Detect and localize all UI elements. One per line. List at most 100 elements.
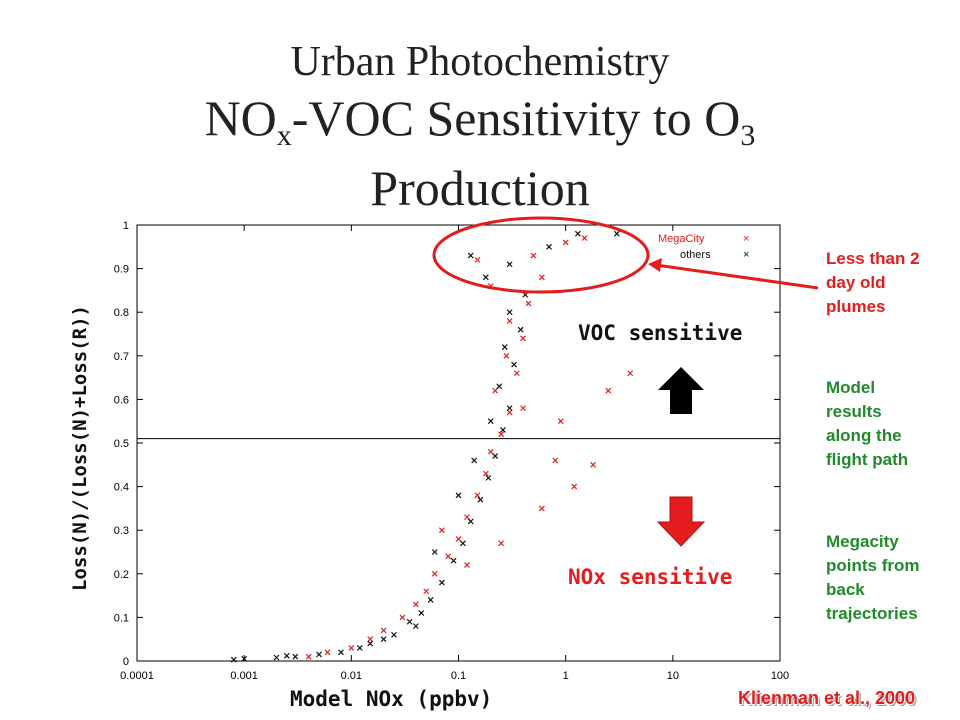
data-point-others	[438, 579, 445, 586]
data-point-megacity	[557, 418, 564, 425]
data-point-megacity	[513, 370, 520, 377]
data-point-others	[501, 344, 508, 351]
data-point-others	[427, 597, 434, 603]
x-tick-label: 1	[563, 670, 569, 682]
callout-arrow-line	[655, 263, 819, 290]
data-point-megacity	[562, 239, 569, 246]
x-axis-label: Model NOx (ppbv)	[290, 687, 492, 711]
highlight-ellipse	[432, 216, 650, 294]
data-point-megacity	[571, 483, 578, 490]
data-point-others	[412, 623, 419, 630]
data-point-others	[356, 644, 363, 651]
note-megacity-line: points from	[826, 556, 920, 575]
data-point-megacity	[538, 505, 545, 512]
data-point-others	[546, 243, 552, 250]
note-model-line: along the	[826, 426, 902, 445]
x-tick-label: 100	[771, 670, 789, 682]
data-point-megacity	[506, 409, 513, 416]
data-point-others	[492, 453, 499, 460]
data-point-others	[496, 383, 503, 390]
data-point-others	[471, 457, 478, 464]
title-sub-3: 3	[740, 119, 756, 152]
y-tick-label: 0	[123, 656, 129, 668]
title-sub-x: x	[276, 119, 292, 152]
data-point-others	[482, 274, 489, 281]
data-point-others	[485, 474, 492, 481]
data-point-megacity	[520, 335, 526, 342]
data-point-megacity	[438, 527, 445, 534]
legend-label-megacity: MegaCity	[658, 233, 705, 245]
data-point-megacity	[380, 627, 387, 634]
note-megacity-line: trajectories	[826, 604, 918, 623]
data-point-megacity	[538, 274, 545, 281]
data-point-others	[487, 418, 494, 425]
y-tick-label: 0.4	[114, 482, 129, 494]
legend: MegaCity × others ×	[658, 233, 749, 261]
data-points	[230, 230, 634, 663]
data-point-others	[455, 492, 462, 499]
data-point-others	[418, 610, 425, 616]
data-point-megacity	[324, 649, 331, 656]
legend-label-others: others	[680, 249, 711, 261]
x-tick-label: 0.1	[451, 670, 466, 682]
data-point-megacity	[464, 562, 470, 569]
y-axis-ticks: 0 0.1 0.2 0.3 0.4 0.5 0.6 0.7 0.8 0.9 1	[114, 220, 780, 668]
data-point-others	[613, 230, 620, 237]
data-point-megacity	[581, 235, 588, 242]
data-point-others	[506, 309, 513, 316]
data-point-megacity	[498, 540, 505, 547]
data-point-others	[467, 518, 474, 525]
x-tick-label: 0.001	[230, 670, 258, 682]
data-point-others	[431, 549, 438, 555]
data-point-megacity	[455, 535, 462, 542]
y-tick-label: 0.3	[114, 525, 129, 537]
x-tick-label: 0.0001	[120, 670, 154, 682]
data-point-others	[380, 636, 387, 643]
data-point-megacity	[503, 352, 510, 359]
data-point-megacity	[627, 370, 634, 377]
data-point-others	[450, 557, 457, 564]
note-plumes-line: day old	[826, 273, 886, 292]
data-point-others	[500, 426, 506, 433]
credit-text: Klienman et al., 2000	[738, 688, 916, 708]
data-point-others	[241, 655, 248, 662]
data-point-others	[460, 540, 466, 547]
title-voc-o: -VOC Sensitivity to O	[291, 90, 741, 146]
legend-marker-megacity: ×	[743, 233, 749, 245]
data-point-megacity	[487, 448, 494, 455]
data-point-megacity	[474, 492, 481, 499]
annotation-voc-sensitive: VOC sensitive	[578, 321, 742, 345]
plot-area	[136, 224, 781, 662]
note-plumes-line: Less than 2	[826, 249, 920, 268]
note-plumes-line: plumes	[826, 297, 886, 316]
data-point-others	[506, 261, 513, 268]
y-tick-label: 0.2	[114, 569, 129, 581]
up-arrow-icon	[658, 367, 704, 414]
y-tick-label: 0.8	[114, 307, 129, 319]
data-point-megacity	[431, 570, 438, 577]
data-point-others	[292, 653, 299, 660]
callout-arrow-head	[648, 258, 662, 272]
note-model-line: results	[826, 402, 882, 421]
data-point-megacity	[482, 470, 489, 477]
data-point-others	[574, 230, 581, 237]
x-axis-ticks: 0.0001 0.001 0.01 0.1 1 10 100	[120, 225, 789, 682]
note-megacity-line: back	[826, 580, 865, 599]
data-point-megacity	[474, 256, 481, 263]
data-point-others	[338, 649, 344, 656]
data-point-others	[467, 252, 474, 259]
data-point-megacity	[423, 588, 430, 595]
title-line-1: Urban Photochemistry	[290, 39, 670, 85]
y-tick-label: 0.7	[114, 351, 129, 363]
x-tick-label: 0.01	[341, 670, 362, 682]
data-point-megacity	[412, 601, 419, 608]
data-point-others	[283, 652, 290, 659]
data-point-megacity	[605, 387, 612, 394]
x-tick-label: 10	[667, 670, 679, 682]
down-arrow-icon	[656, 496, 706, 547]
data-point-megacity	[305, 653, 312, 660]
y-tick-label: 1	[123, 220, 129, 232]
data-point-others	[406, 618, 413, 625]
data-point-megacity	[348, 644, 355, 651]
